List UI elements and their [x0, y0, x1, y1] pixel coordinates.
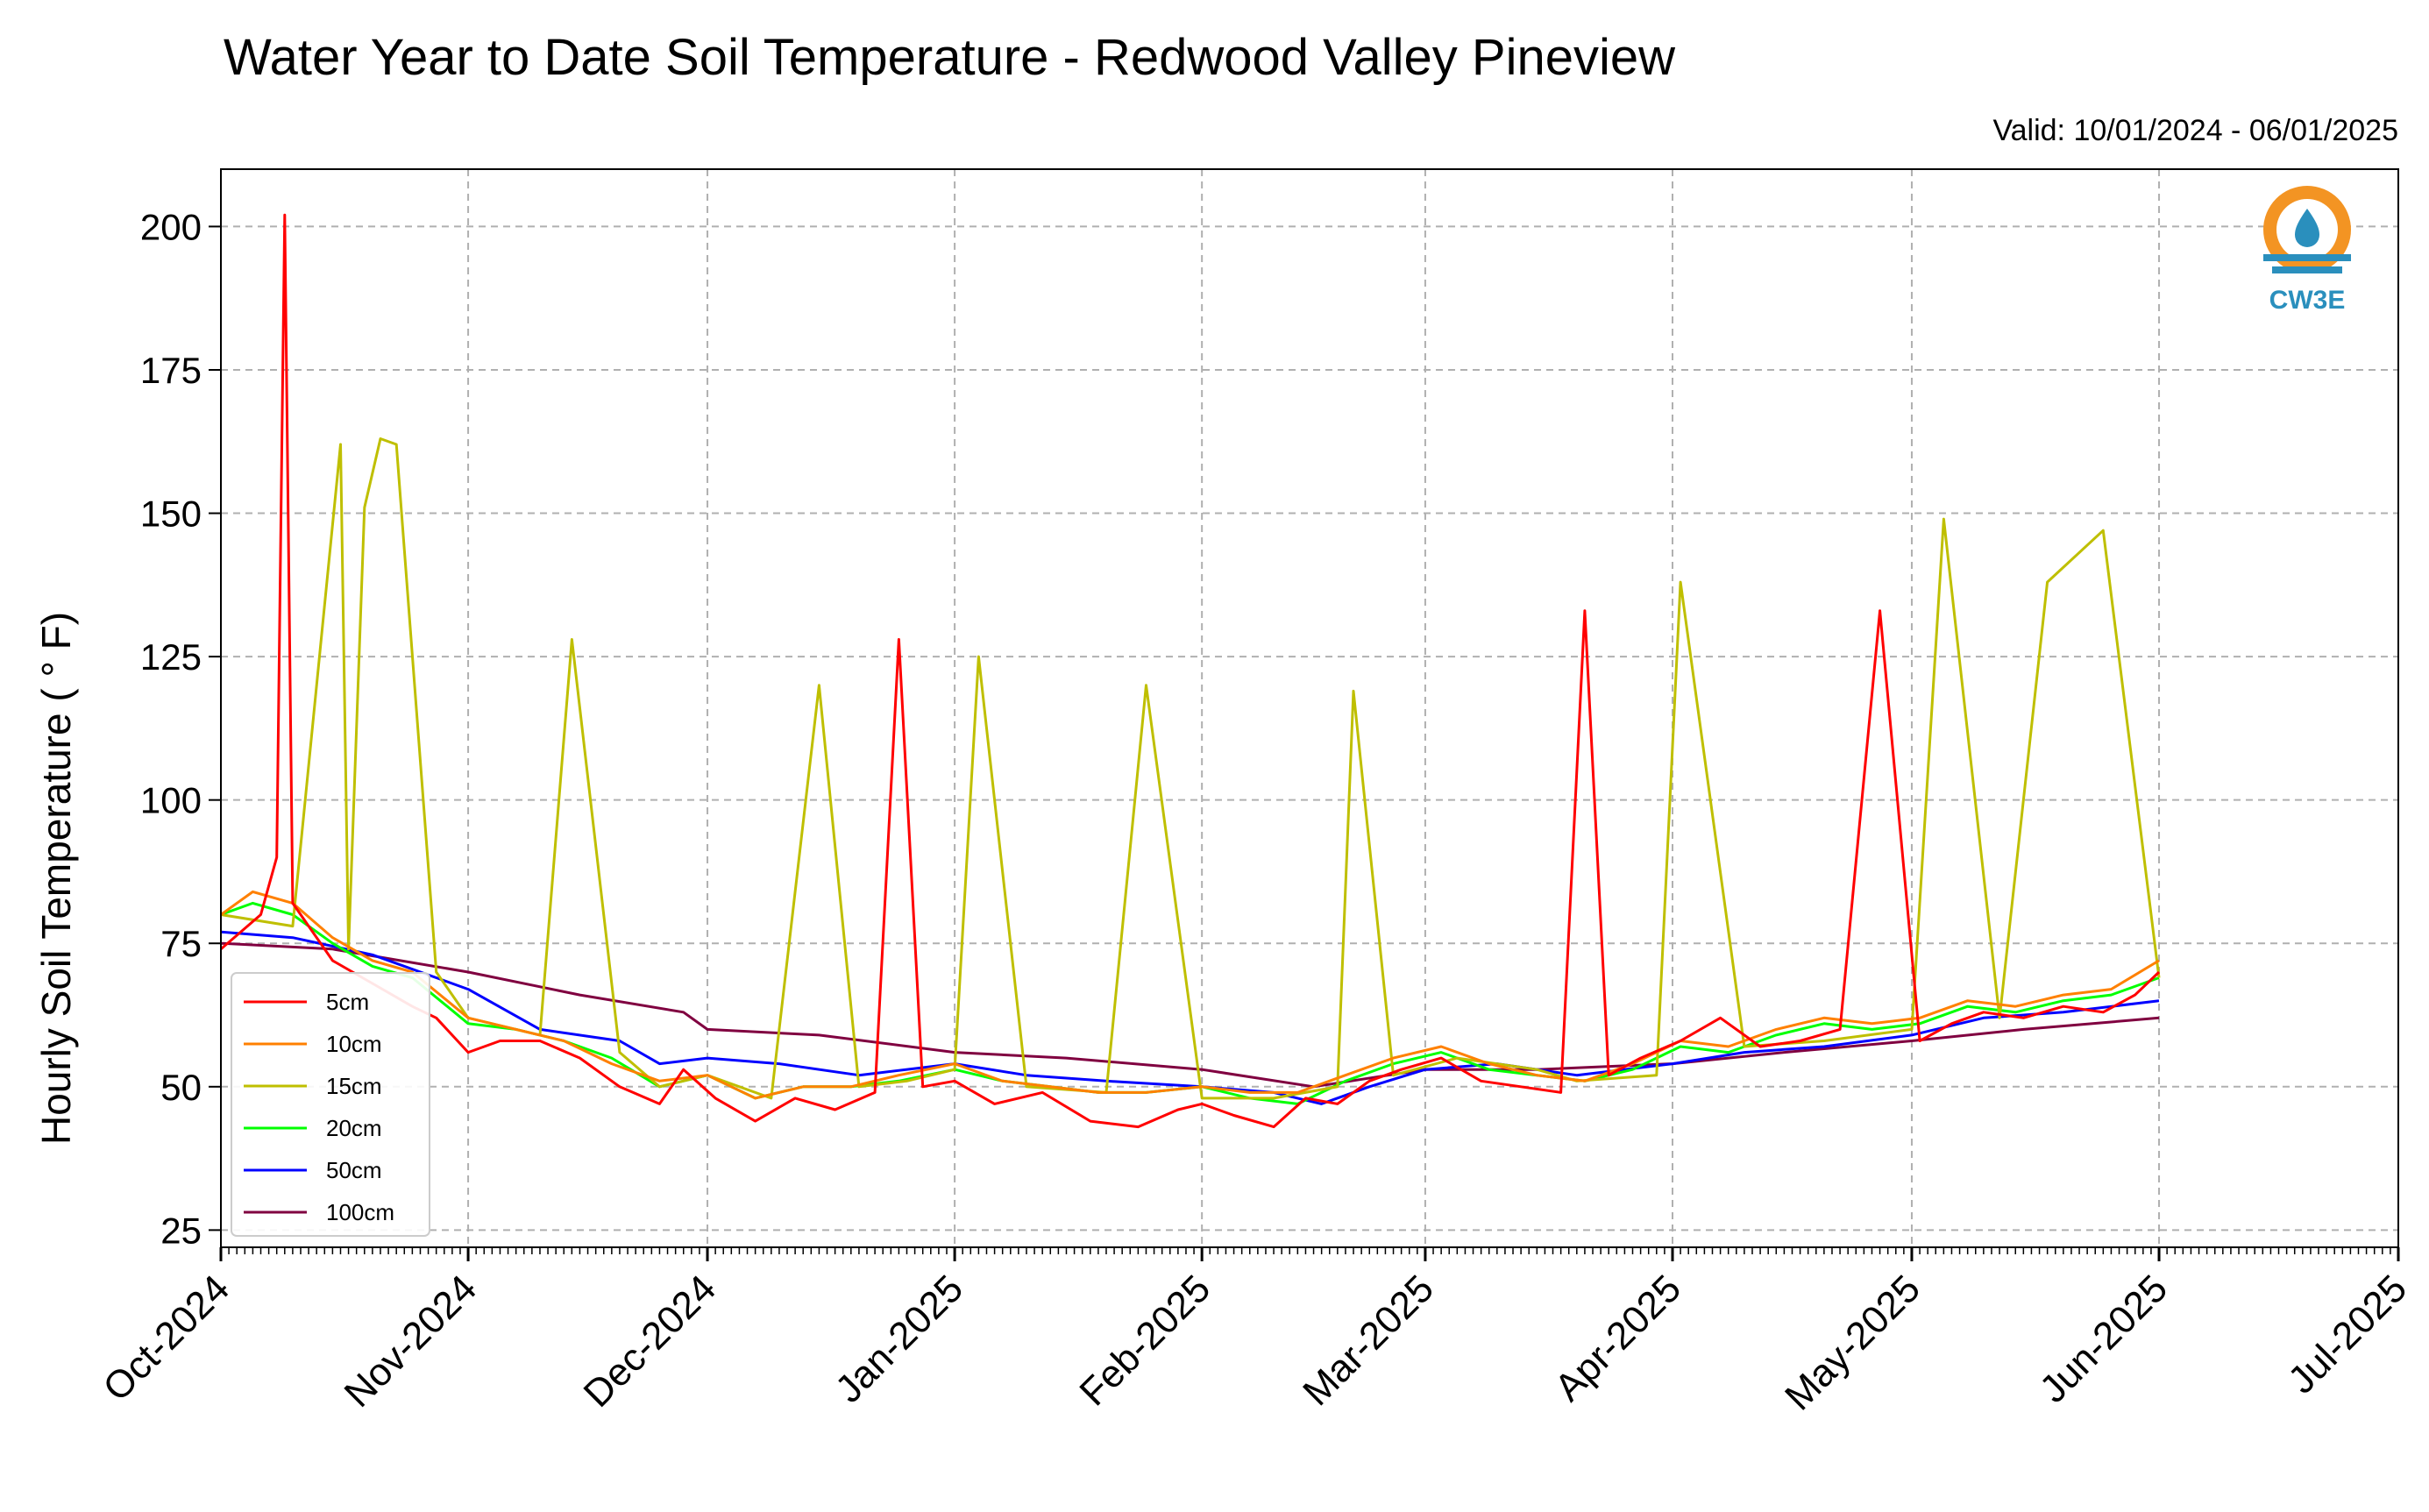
x-tick-label: May-2025 [1777, 1267, 1928, 1418]
x-tick-label: Jul-2025 [2280, 1267, 2415, 1402]
series-lines [220, 213, 2161, 1129]
x-tick-label: Oct-2024 [95, 1267, 238, 1409]
y-tick-label: 150 [140, 493, 202, 535]
water-drop-icon [2295, 209, 2319, 247]
legend-label-10cm: 10cm [326, 1031, 382, 1057]
series-line-100cm [220, 941, 2160, 1089]
y-tick-label: 200 [140, 206, 202, 247]
series-line-5cm [220, 213, 2161, 1129]
legend-label-20cm: 20cm [326, 1115, 382, 1141]
x-tick-label: Mar-2025 [1295, 1267, 1442, 1414]
y-tick-label: 25 [160, 1210, 202, 1251]
chart-title: Water Year to Date Soil Temperature - Re… [224, 29, 1676, 86]
x-tick-label: Feb-2025 [1071, 1267, 1218, 1414]
logo-wave-1 [2263, 254, 2351, 261]
y-tick-label: 50 [160, 1067, 202, 1108]
series-line-10cm [220, 890, 2160, 1100]
axis-tick-labels: 25 50 75 100 125 150 175 200 Oct-2024 Nov-2024 Dec… [95, 206, 2415, 1418]
y-tick-label: 75 [160, 923, 202, 964]
x-tick-label: Jun-2025 [2032, 1267, 2176, 1410]
x-tick-label: Dec-2024 [576, 1267, 725, 1416]
legend-label-50cm: 50cm [326, 1157, 382, 1183]
legend-label-15cm: 15cm [326, 1073, 382, 1099]
y-tick-label: 100 [140, 780, 202, 821]
y-tick-label: 175 [140, 350, 202, 391]
logo-text: CW3E [2269, 286, 2346, 315]
plot-frame [220, 168, 2399, 1248]
x-tick-label: Apr-2025 [1546, 1267, 1689, 1409]
series-line-15cm [220, 437, 2161, 1100]
cw3e-logo: CW3E [2263, 186, 2351, 315]
y-axis-label: Hourly Soil Temperature ( ° F) [33, 612, 79, 1145]
x-tick-label: Nov-2024 [337, 1267, 486, 1416]
legend: 5cm 10cm 15cm 20cm 50cm 100cm [231, 972, 430, 1237]
valid-range: Valid: 10/01/2024 - 06/01/2025 [1992, 114, 2398, 147]
axis-ticks [209, 225, 2400, 1261]
legend-label-5cm: 5cm [326, 989, 369, 1015]
x-tick-label: Jan-2025 [827, 1267, 971, 1410]
y-tick-label: 125 [140, 636, 202, 678]
legend-label-100cm: 100cm [326, 1199, 394, 1225]
logo-wave-2 [2272, 266, 2342, 273]
